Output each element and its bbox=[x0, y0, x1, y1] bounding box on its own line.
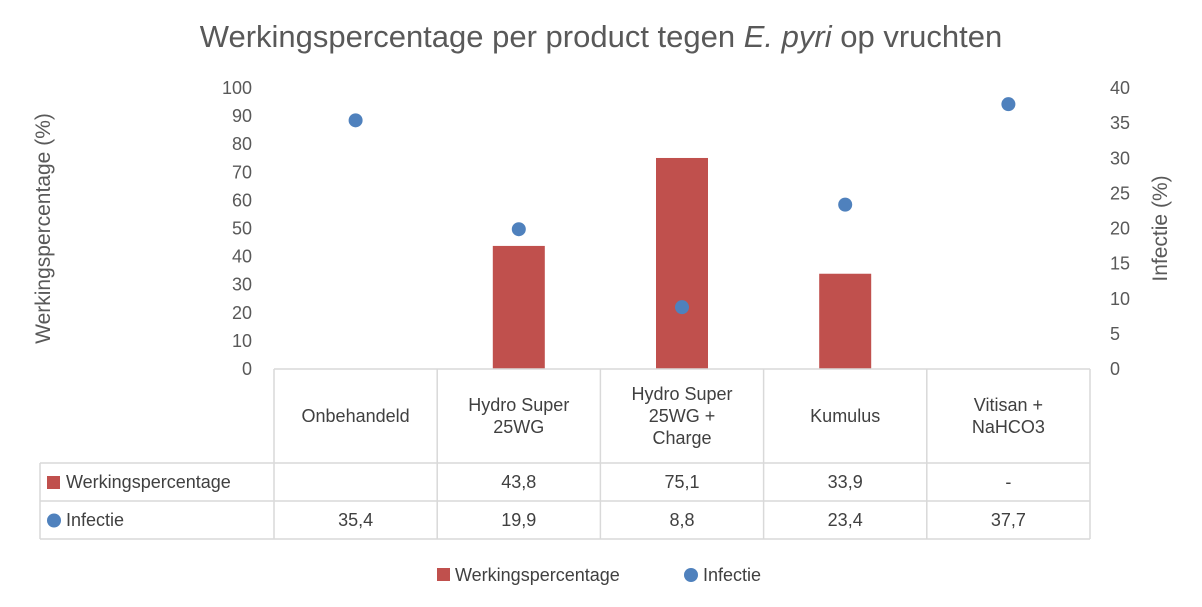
category-label-line: Charge bbox=[652, 428, 711, 448]
left-tick-label: 20 bbox=[232, 303, 252, 323]
left-axis: 0 10 20 30 40 50 60 70 80 90 100 Werkingspercentage… bbox=[32, 78, 252, 379]
right-tick-label: 40 bbox=[1110, 78, 1130, 98]
bar bbox=[656, 157, 708, 369]
left-tick-label: 80 bbox=[232, 134, 252, 154]
table-row-label: Werkingspercentage bbox=[66, 472, 231, 492]
right-tick-label: 25 bbox=[1110, 183, 1130, 203]
table-legend-key bbox=[47, 513, 61, 528]
table-cell-value: 19,9 bbox=[501, 510, 536, 530]
left-axis-title: Werkingspercentage (%) bbox=[32, 113, 55, 344]
category-label-line: NaHCO3 bbox=[972, 417, 1045, 437]
chart-title-part: E. pyri bbox=[744, 19, 833, 54]
category-label: Hydro Super 25WG + Charge bbox=[631, 384, 732, 448]
table-cell-value: 33,9 bbox=[828, 472, 863, 492]
category-label: Onbehandeld bbox=[302, 406, 410, 426]
legend-label: Infectie bbox=[703, 565, 761, 585]
scatter-point bbox=[838, 197, 853, 212]
bar-series bbox=[492, 157, 872, 369]
right-tick-label: 5 bbox=[1110, 324, 1120, 344]
table-cell-value: - bbox=[1005, 472, 1011, 492]
category-label-line: Kumulus bbox=[810, 406, 880, 426]
legend-key bbox=[437, 568, 450, 581]
left-tick-label: 90 bbox=[232, 106, 252, 126]
left-tick-label: 70 bbox=[232, 162, 252, 182]
chart-title: Werkingspercentage per product tegen E. … bbox=[200, 19, 1002, 54]
bar bbox=[492, 245, 545, 369]
left-tick-label: 40 bbox=[232, 247, 252, 267]
left-tick-label: 100 bbox=[222, 78, 252, 98]
scatter-series bbox=[348, 97, 1016, 315]
table-cell-value: 37,7 bbox=[991, 510, 1026, 530]
right-tick-label: 15 bbox=[1110, 254, 1130, 274]
scatter-point bbox=[348, 113, 363, 128]
scatter-point bbox=[675, 300, 689, 315]
category-label-line: Vitisan + bbox=[974, 395, 1043, 415]
right-tick-label: 30 bbox=[1110, 148, 1130, 168]
legend-label: Werkingspercentage bbox=[455, 565, 620, 585]
category-label: Kumulus bbox=[810, 406, 880, 426]
left-tick-label: 10 bbox=[232, 331, 252, 351]
category-label: Vitisan + NaHCO3 bbox=[972, 395, 1045, 437]
category-label-line: Hydro Super bbox=[468, 395, 569, 415]
right-axis-title: Infectie (%) bbox=[1149, 175, 1172, 281]
left-tick-label: 30 bbox=[232, 275, 252, 295]
category-label: Hydro Super 25WG bbox=[468, 395, 569, 437]
table-cell-value: 35,4 bbox=[338, 510, 373, 530]
table-legend-key bbox=[47, 476, 60, 489]
table-cell-value: 8,8 bbox=[669, 510, 694, 530]
right-axis: 0 5 10 15 20 25 30 35 40 Infectie (%) bbox=[1110, 78, 1172, 379]
category-label-line: 25WG + bbox=[649, 406, 716, 426]
bar bbox=[819, 273, 872, 369]
legend-key bbox=[684, 568, 698, 582]
legend: Werkingspercentage Infectie bbox=[437, 565, 761, 585]
scatter-point bbox=[1001, 97, 1016, 112]
table-row-label: Infectie bbox=[66, 510, 124, 530]
right-tick-label: 20 bbox=[1110, 219, 1130, 239]
table-cell-value: 75,1 bbox=[664, 472, 699, 492]
right-tick-label: 10 bbox=[1110, 289, 1130, 309]
category-label-line: Onbehandeld bbox=[302, 406, 410, 426]
table-cell-value: 43,8 bbox=[501, 472, 536, 492]
left-tick-label: 50 bbox=[232, 219, 252, 239]
left-tick-label: 0 bbox=[242, 359, 252, 379]
right-tick-label: 0 bbox=[1110, 359, 1120, 379]
chart-title-part: Werkingspercentage per product tegen bbox=[200, 19, 744, 54]
chart-title-part: op vruchten bbox=[832, 19, 1003, 54]
category-label-line: 25WG bbox=[493, 417, 544, 437]
category-label-line: Hydro Super bbox=[631, 384, 732, 404]
left-tick-label: 60 bbox=[232, 190, 252, 210]
table-cell-value: 23,4 bbox=[828, 510, 863, 530]
right-tick-label: 35 bbox=[1110, 113, 1130, 133]
scatter-point bbox=[511, 222, 526, 237]
